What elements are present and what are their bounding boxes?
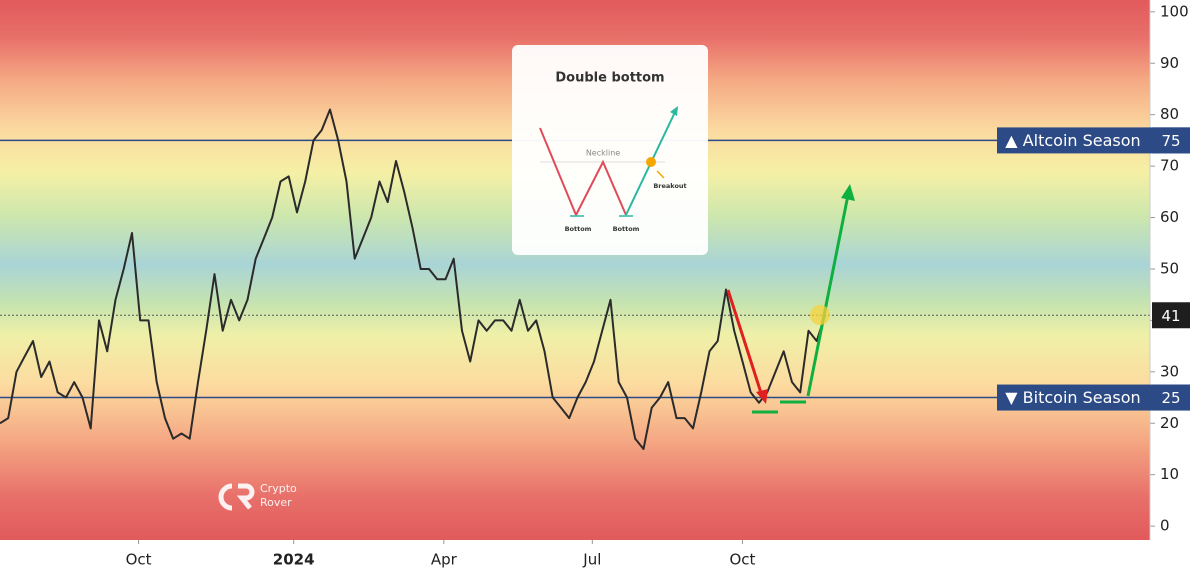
x-tick-label: Apr	[431, 551, 458, 569]
annotations	[726, 184, 855, 414]
y-tick-label: 80	[1160, 105, 1179, 123]
logo-text: Crypto	[260, 482, 297, 495]
y-tick-label: 30	[1160, 362, 1179, 380]
current-box	[1152, 302, 1190, 329]
inset-title: Double bottom	[555, 71, 664, 86]
logo-text: Rover	[260, 496, 292, 509]
x-tick-label: Jul	[582, 551, 601, 569]
x-tick-label: Oct	[729, 551, 755, 569]
logo: Crypto Rover	[218, 482, 297, 511]
y-tick-label: 50	[1160, 259, 1179, 277]
level-label: ▼ Bitcoin Season	[1005, 388, 1140, 407]
y-tick-label: 20	[1160, 414, 1179, 432]
x-tick-label: Oct	[126, 551, 152, 569]
inset-neckline: Neckline	[586, 149, 620, 158]
y-tick-label: 90	[1160, 54, 1179, 72]
inset-bottom: Bottom	[613, 225, 640, 233]
y-tick-label: 70	[1160, 157, 1179, 175]
y-tick-label: 10	[1160, 465, 1179, 483]
y-tick-label: 60	[1160, 208, 1179, 226]
y-tick-label: 0	[1160, 517, 1170, 535]
y-tick-label: 100	[1160, 2, 1189, 20]
level-value: 75	[1161, 132, 1180, 150]
line	[0, 108, 826, 450]
level-value: 25	[1161, 389, 1180, 407]
inset-breakout: Breakout	[653, 182, 686, 190]
current-value: 41	[1161, 307, 1180, 325]
level-value-box	[1152, 384, 1190, 411]
x-tick-label: 2024	[273, 551, 315, 569]
inset: Double bottom Neckline Bottom Bottom Bre…	[512, 45, 708, 255]
inset-bottom: Bottom	[565, 225, 592, 233]
level-label: ▲ Altcoin Season	[1005, 131, 1140, 150]
level-value-box	[1152, 127, 1190, 154]
